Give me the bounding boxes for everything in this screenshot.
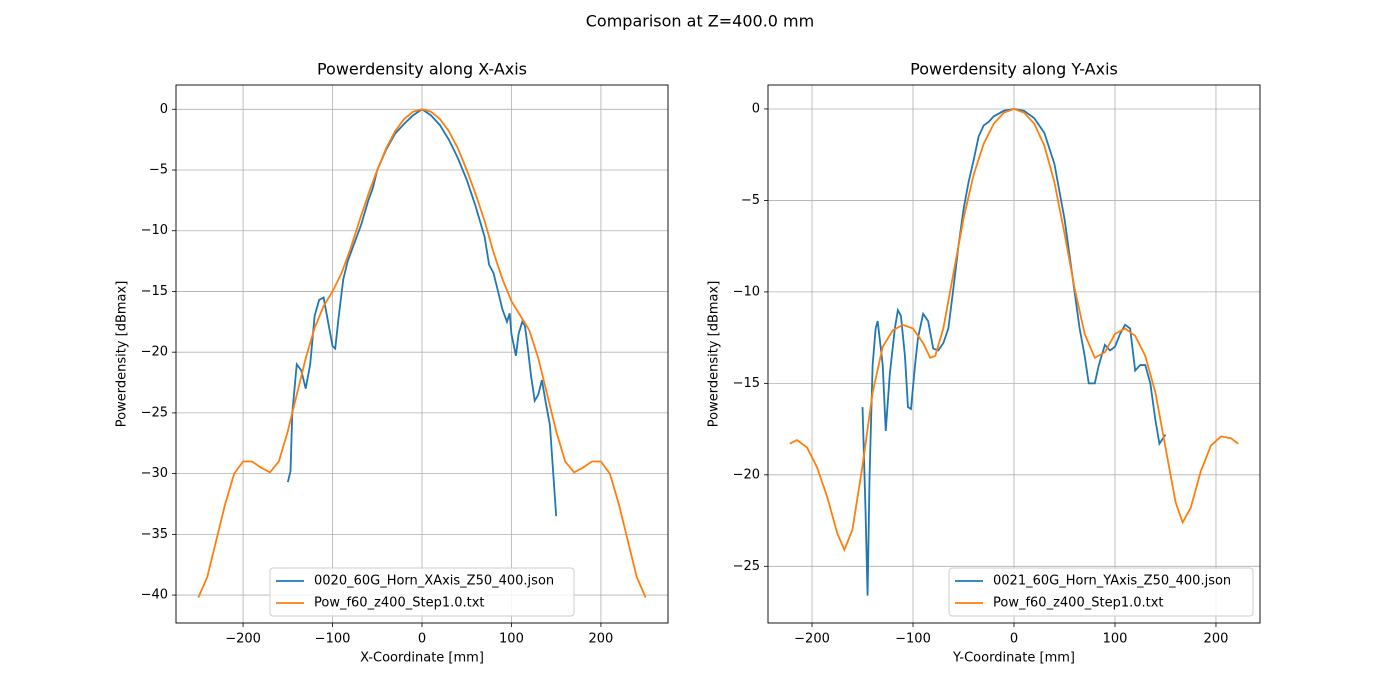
x-tick-label: −200 xyxy=(794,632,830,647)
y-tick-label: −5 xyxy=(741,193,760,208)
y-tick-label: −15 xyxy=(733,376,760,391)
x-axis-label: Y-Coordinate [mm] xyxy=(952,651,1075,666)
y-tick-label: −10 xyxy=(733,284,760,299)
x-tick-label: 200 xyxy=(1204,632,1229,647)
legend-label: Pow_f60_z400_Step1.0.txt xyxy=(993,596,1164,611)
data-line xyxy=(861,108,1167,596)
y-tick-label: −35 xyxy=(141,527,168,542)
y-tick-label: 0 xyxy=(160,102,168,117)
legend-label: 0020_60G_Horn_XAxis_Z50_400.json xyxy=(314,574,554,589)
x-tick-label: 100 xyxy=(499,632,524,647)
y-tick-label: −25 xyxy=(141,405,168,420)
legend: 0021_60G_Horn_YAxis_Z50_400.json Pow_f60_… xyxy=(948,567,1254,617)
x-tick-label: 0 xyxy=(418,632,426,647)
x-axis-label: X-Coordinate [mm] xyxy=(360,651,484,666)
legend-box xyxy=(269,567,575,617)
data-line xyxy=(197,108,647,598)
x-tick-label: 200 xyxy=(588,632,613,647)
subplot-title: Powerdensity along Y-Axis xyxy=(910,60,1118,79)
legend: 0020_60G_Horn_XAxis_Z50_400.json Pow_f60_… xyxy=(269,567,575,617)
y-tick-label: −40 xyxy=(141,588,168,603)
figure-title: Comparison at Z=400.0 mm xyxy=(586,12,814,31)
data-line xyxy=(789,108,1239,553)
x-tick-label: −200 xyxy=(225,632,261,647)
y-tick-label: −25 xyxy=(733,559,760,574)
axes-frame xyxy=(767,84,1261,624)
legend-label: 0021_60G_Horn_YAxis_Z50_400.json xyxy=(993,574,1231,589)
y-tick-label: −15 xyxy=(141,284,168,299)
y-axis-label: Powerdensity [dBmax] xyxy=(707,281,722,428)
x-tick-label: 100 xyxy=(1103,632,1128,647)
y-tick-label: 0 xyxy=(752,101,760,116)
subplot: −200 −100 0 100 200 −25 −20 −15 −10 −5 0 Powerdensi… xyxy=(707,60,1261,666)
subplot: −200 −100 0 100 200 −40 −35 −30 −25 −20 −15 −10 −5 0 P… xyxy=(115,60,669,666)
x-tick-label: −100 xyxy=(895,632,931,647)
y-tick-label: −20 xyxy=(141,345,168,360)
axes-frame xyxy=(175,84,669,624)
y-axis-label: Powerdensity [dBmax] xyxy=(115,281,130,428)
legend-label: Pow_f60_z400_Step1.0.txt xyxy=(314,596,485,611)
y-tick-label: −20 xyxy=(733,467,760,482)
subplot-title: Powerdensity along X-Axis xyxy=(317,60,527,79)
x-tick-label: 0 xyxy=(1010,632,1018,647)
y-tick-label: −30 xyxy=(141,466,168,481)
y-tick-label: −10 xyxy=(141,223,168,238)
y-tick-label: −5 xyxy=(149,163,168,178)
x-tick-label: −100 xyxy=(315,632,351,647)
legend-box xyxy=(948,567,1254,617)
